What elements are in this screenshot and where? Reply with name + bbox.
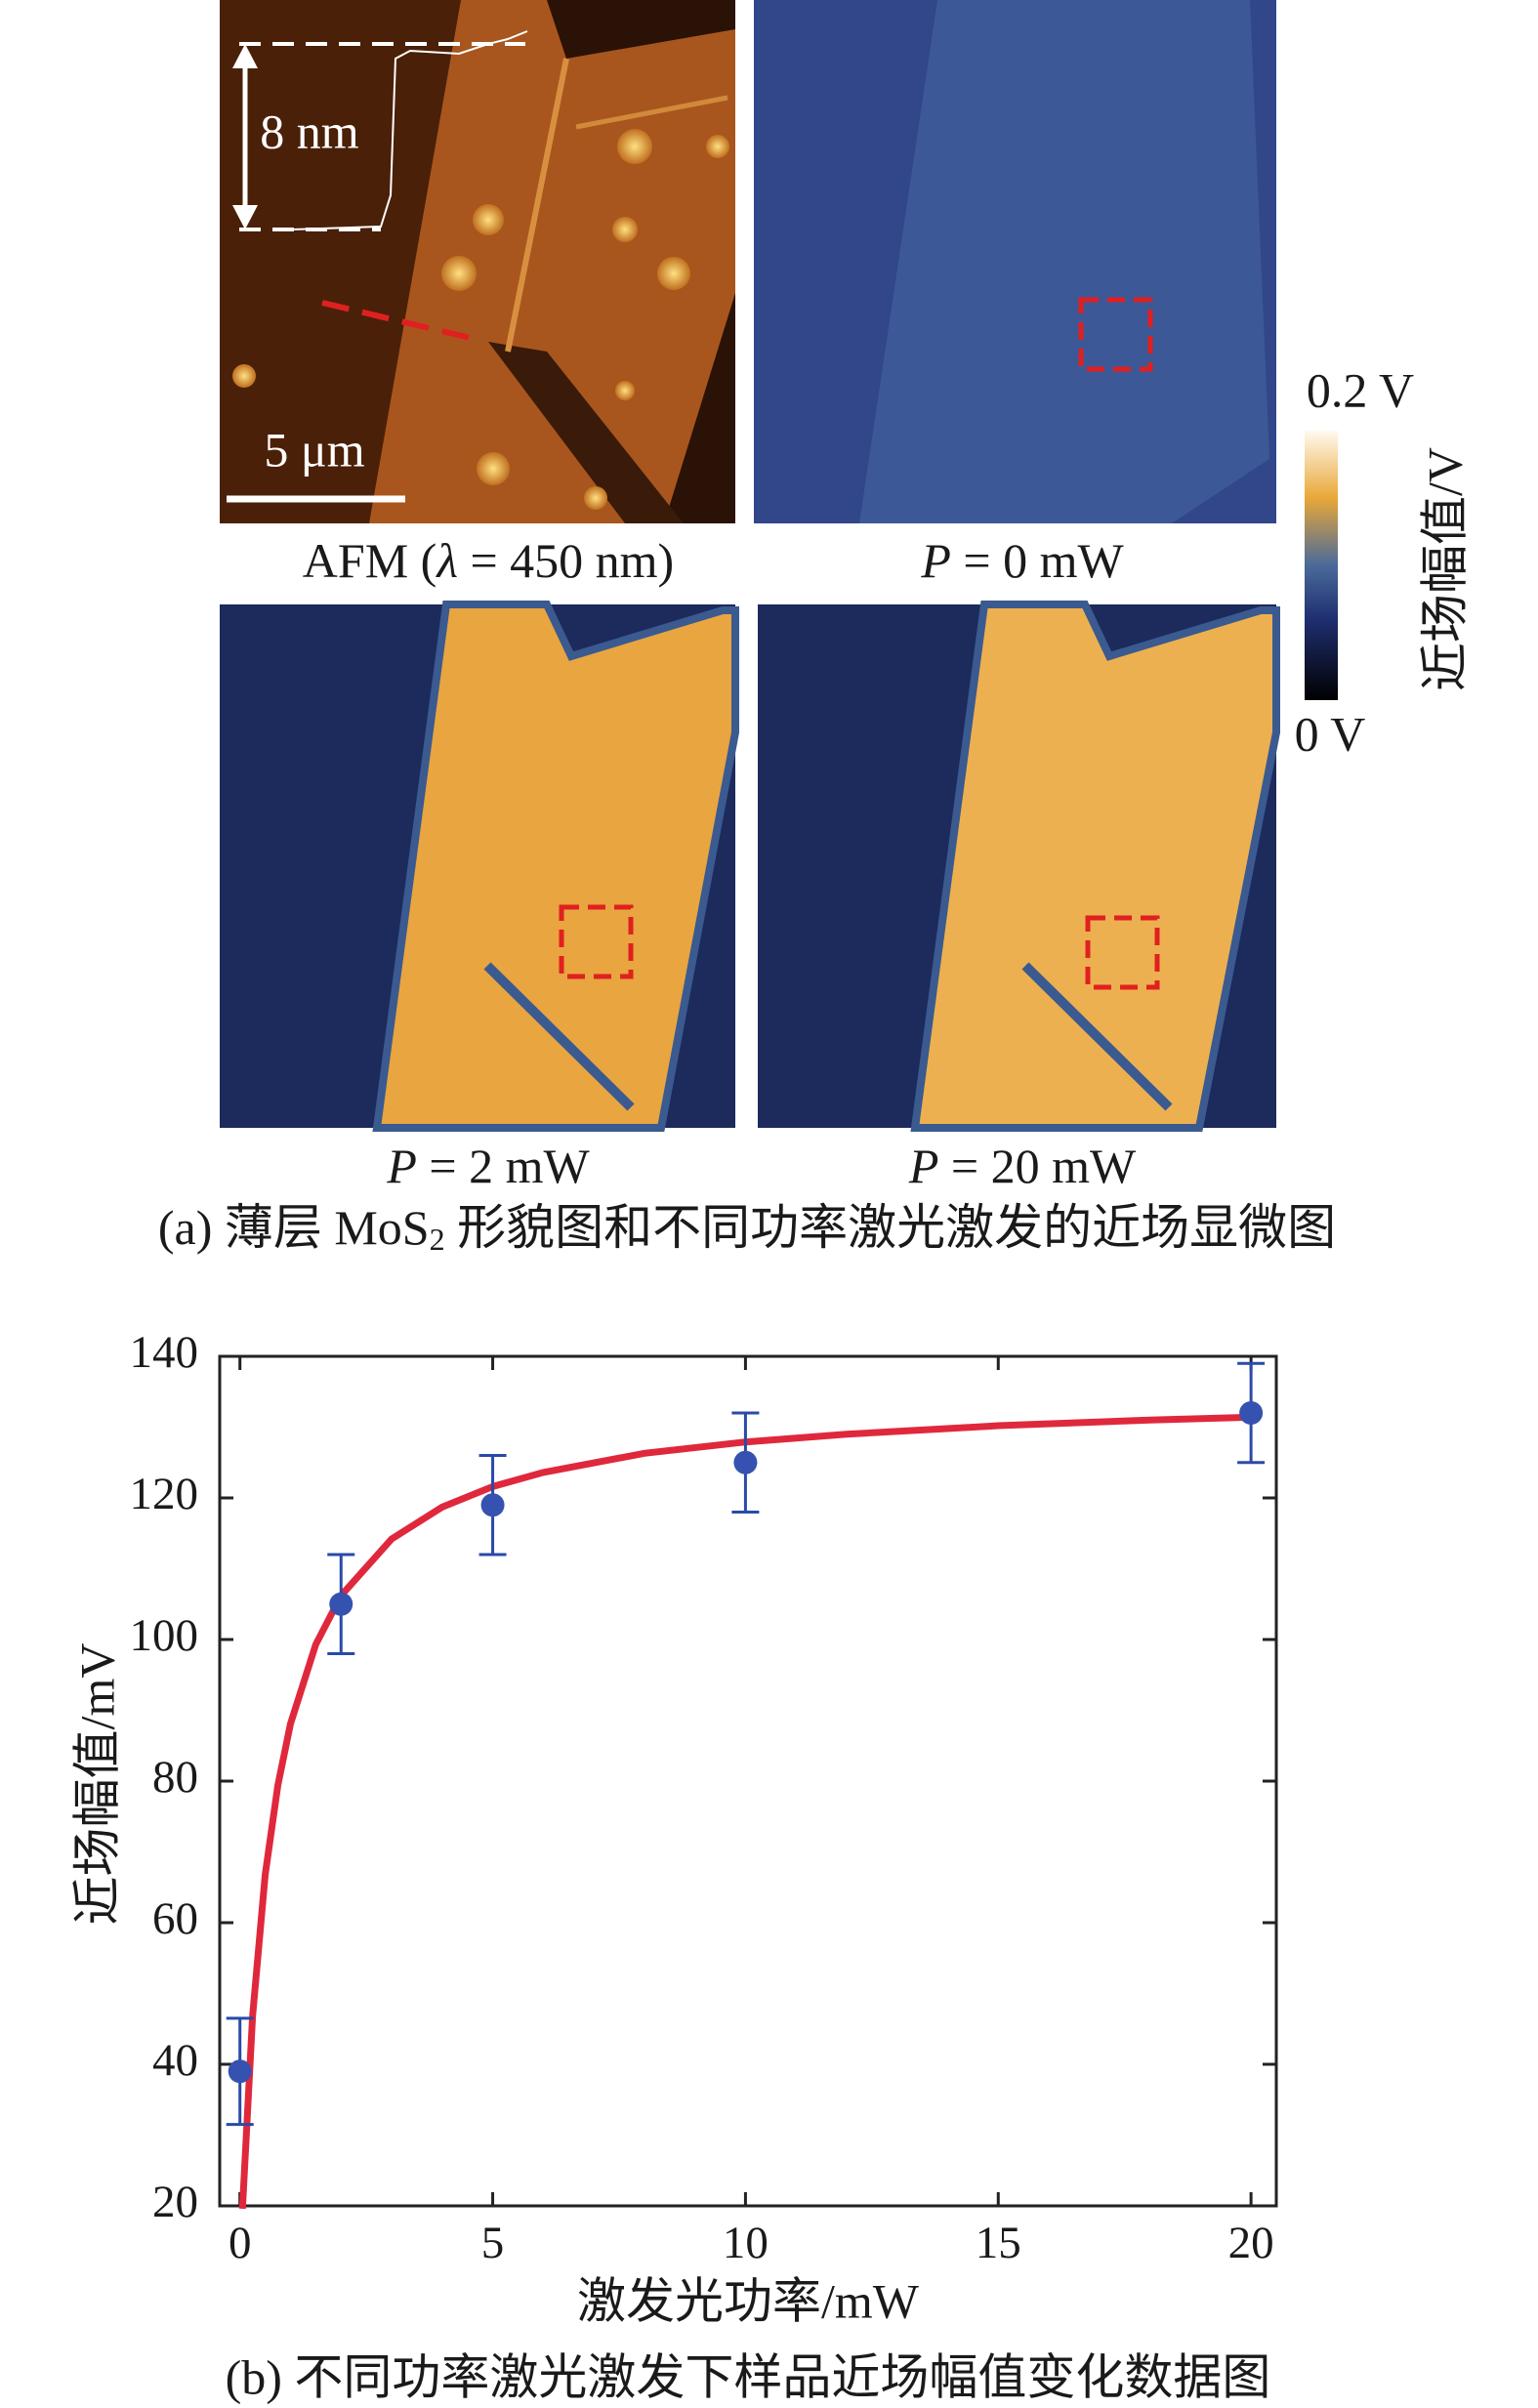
caption-part: 形貌图和不同功率激光激发的近场显微图 [445, 1200, 1337, 1255]
label-part: = 450 nm) [458, 533, 674, 588]
caption-b: (b) 不同功率激光激发下样品近场幅值变化数据图 [226, 2349, 1271, 2404]
label-symbol: P [908, 1139, 939, 1193]
x-tick-label: 10 [723, 2218, 769, 2268]
x-tick-label: 15 [976, 2218, 1021, 2268]
image-label: P = 20 mW [908, 1139, 1137, 1193]
label-symbol: P [386, 1139, 417, 1193]
image-label: AFM (λ = 450 nm) [303, 533, 674, 588]
y-tick-label: 20 [152, 2177, 198, 2227]
label-part: = 2 mW [417, 1139, 591, 1193]
data-point [480, 1493, 505, 1517]
y-tick-label: 100 [130, 1610, 199, 1661]
data-point [329, 1592, 353, 1616]
near-field-image-2mw [220, 601, 739, 1132]
colorbar-title: 近场幅值/V [1417, 447, 1472, 691]
data-point [228, 2059, 252, 2084]
label-symbol: P [920, 533, 951, 588]
image-label: P = 2 mW [386, 1139, 590, 1193]
caption-subscript: 2 [430, 1222, 445, 1257]
fit-curve [238, 1413, 1252, 2210]
colorbar-min: 0 V [1295, 706, 1366, 761]
caption-part: (a) 薄层 MoS [158, 1200, 430, 1255]
y-tick-label: 40 [152, 2035, 198, 2086]
near-field-image-20mw [758, 601, 1280, 1132]
y-tick-label: 120 [130, 1469, 199, 1519]
y-tick-label: 80 [152, 1752, 198, 1803]
label-part: = 20 mW [938, 1139, 1137, 1193]
data-point [733, 1450, 758, 1474]
plot-frame [218, 1354, 1278, 2208]
height-label: 8 nm [260, 104, 359, 158]
colorbar [1305, 431, 1338, 700]
label-part: = 0 mW [951, 533, 1125, 588]
y-tick-label: 60 [152, 1893, 198, 1944]
x-axis-label: 激发光功率/mW [577, 2273, 920, 2328]
data-point [1239, 1401, 1264, 1425]
caption-a: (a) 薄层 MoS2 形貌图和不同功率激光激发的近场显微图 [158, 1200, 1336, 1257]
y-axis-label: 近场幅值/mV [69, 1643, 124, 1926]
x-tick-label: 0 [229, 2218, 252, 2268]
label-part: AFM ( [303, 533, 437, 588]
x-tick-label: 20 [1228, 2218, 1274, 2268]
x-tick-label: 5 [481, 2218, 505, 2268]
afm-image: 8 nm 5 μm [220, 0, 735, 523]
label-symbol: λ [435, 533, 458, 588]
near-field-image-0mw [754, 0, 1276, 523]
scalebar-label: 5 μm [264, 422, 364, 477]
y-tick-label: 140 [130, 1327, 199, 1378]
colorbar-max: 0.2 V [1307, 362, 1414, 417]
image-label: P = 0 mW [920, 533, 1124, 588]
